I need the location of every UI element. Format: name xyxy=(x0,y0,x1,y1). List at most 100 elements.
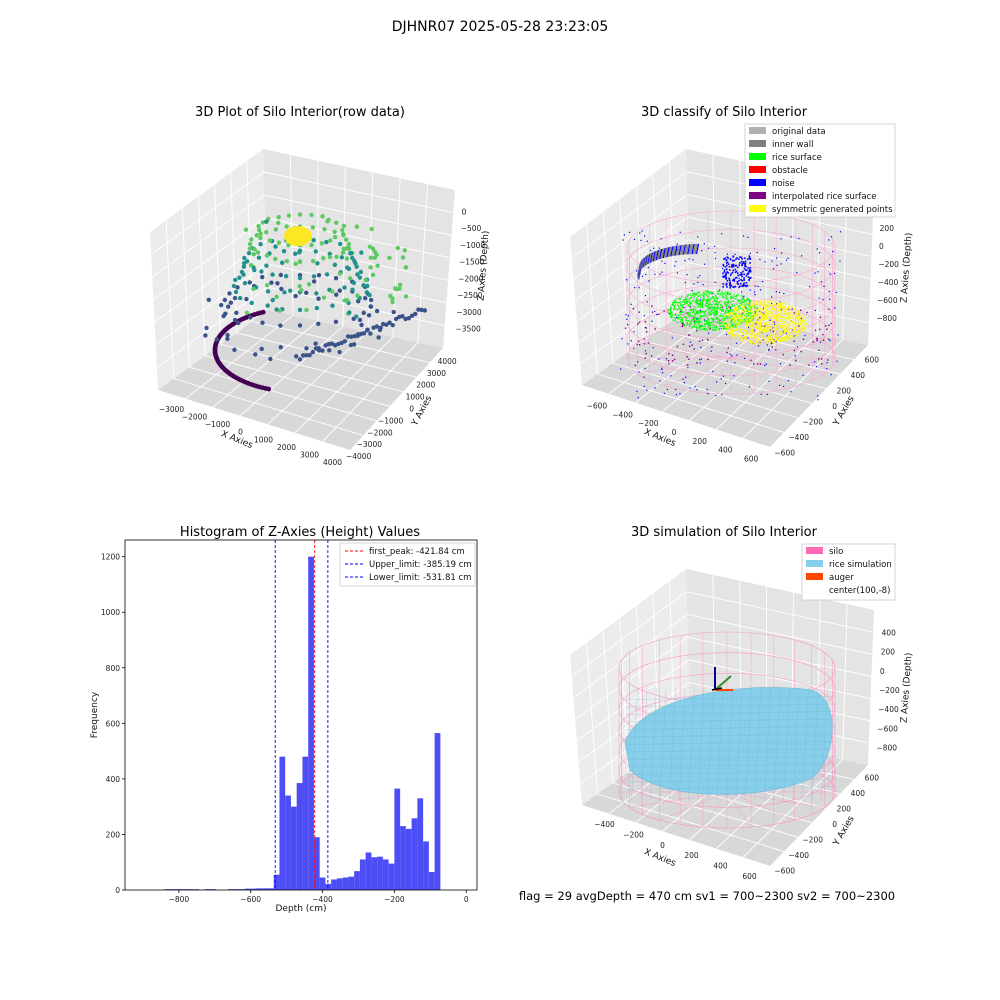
classify-rice-point xyxy=(692,311,694,314)
classify-generated-point xyxy=(749,333,752,336)
classify-noise-point xyxy=(776,257,778,259)
raw-z-tick-label: 0 xyxy=(462,207,467,216)
classify-noise-point xyxy=(734,253,736,256)
raw-data-point xyxy=(355,272,360,277)
classify-interpolated-point xyxy=(827,359,829,361)
classify-generated-point xyxy=(782,326,784,329)
classify-generated-point xyxy=(765,310,767,312)
classify-generated-point xyxy=(769,339,771,341)
classify-generated-point xyxy=(740,307,743,310)
classify-legend-label: obstacle xyxy=(772,166,808,176)
classify-generated-point xyxy=(774,332,776,334)
classify-rice-point xyxy=(725,301,728,303)
classify-noise-point xyxy=(729,279,731,282)
classify-generated-point xyxy=(745,332,747,335)
classify-generated-point xyxy=(729,318,731,320)
classify-generated-point xyxy=(797,320,799,323)
classify-generated-point xyxy=(783,326,785,328)
classify-noise-point xyxy=(741,273,743,275)
histogram-y-tick-label: 800 xyxy=(106,664,121,673)
classify-noise-point xyxy=(830,322,832,325)
classify-generated-point xyxy=(767,336,769,338)
grid-line xyxy=(265,240,449,281)
classify-rice-point xyxy=(719,294,721,296)
histogram-y-tick-label: 200 xyxy=(106,830,121,839)
classify-rice-point xyxy=(722,325,725,328)
classify-generated-point xyxy=(750,319,753,321)
simulation-z-tick-label: −800 xyxy=(876,743,897,752)
classify-x-tick-label: −600 xyxy=(587,401,608,410)
simulation-rice-mesh-line xyxy=(625,771,837,775)
histogram-x-tick-label: −200 xyxy=(384,895,405,904)
classify-rice-point xyxy=(714,321,716,323)
histogram-bar xyxy=(382,859,389,890)
classify-generated-point xyxy=(728,330,731,332)
classify-noise-point xyxy=(774,323,776,325)
classify-generated-point xyxy=(772,313,774,315)
classify-rice-point xyxy=(685,317,687,319)
classify-inner-wall-point xyxy=(688,244,692,255)
raw-data-point xyxy=(214,337,220,342)
classify-rice-point xyxy=(670,314,672,316)
classify-noise-point xyxy=(818,252,821,254)
classify-interpolated-point xyxy=(686,312,688,314)
classify-noise-point xyxy=(743,277,745,279)
classify-noise-point xyxy=(794,355,796,357)
classify-generated-point xyxy=(736,313,739,315)
simulation-z-tick-label: −600 xyxy=(877,724,898,733)
classify-rice-point xyxy=(740,321,743,324)
classify-rice-point xyxy=(738,319,740,321)
grid-line xyxy=(687,216,872,257)
classify-generated-point xyxy=(776,304,779,306)
raw-data-point xyxy=(237,275,242,280)
classify-generated-point xyxy=(757,302,759,305)
classify-noise-point xyxy=(643,315,645,317)
raw-y-tick-label: −4000 xyxy=(346,452,372,461)
classify-y-tick-label: 200 xyxy=(837,387,852,396)
classify-rice-point xyxy=(702,300,704,302)
classify-rice-point xyxy=(693,322,696,325)
classify-generated-point xyxy=(783,309,785,311)
classify-generated-point xyxy=(766,305,768,308)
classify-noise-point xyxy=(707,332,710,334)
classify-generated-point xyxy=(727,314,729,317)
classify-rice-point xyxy=(703,291,705,294)
classify-rice-point xyxy=(701,311,703,313)
raw-data-point xyxy=(355,293,360,298)
classify-rice-point xyxy=(694,314,696,316)
grid-line xyxy=(212,320,319,408)
simulation-z-tick-label: 200 xyxy=(881,648,896,657)
classify-noise-point xyxy=(727,257,729,259)
raw-data-point xyxy=(264,229,269,235)
raw-data-point xyxy=(330,289,335,294)
classify-rice-point xyxy=(713,318,716,320)
grid-line xyxy=(597,793,785,853)
classify-rice-point xyxy=(730,322,733,325)
classify-rice-point xyxy=(748,304,751,307)
classify-noise-point xyxy=(627,343,629,345)
simulation-rice-mesh-line xyxy=(735,687,743,801)
raw-data-point xyxy=(340,250,346,255)
raw-data-point xyxy=(365,328,370,333)
classify-noise-point xyxy=(766,344,768,346)
classify-rice-point xyxy=(699,325,701,328)
classify-rice-point xyxy=(693,308,695,311)
classify-noise-point xyxy=(776,264,778,266)
classify-generated-point xyxy=(791,320,794,323)
grid-line xyxy=(220,343,404,393)
classify-generated-point xyxy=(745,310,747,312)
raw-data-point xyxy=(286,242,291,248)
classify-generated-point xyxy=(755,327,757,330)
classify-rice-point xyxy=(726,311,729,313)
histogram-x-ticks: −800 −600 −400 −200 0 xyxy=(169,890,469,904)
classify-generated-point xyxy=(751,302,753,304)
classify-rice-point xyxy=(713,307,716,309)
classify-noise-point xyxy=(728,277,730,279)
classify-generated-point xyxy=(776,307,778,309)
classify-generated-point xyxy=(788,320,791,322)
classify-grid xyxy=(571,154,874,439)
classify-noise-point xyxy=(651,320,653,322)
classify-interpolated-point xyxy=(667,360,670,362)
classify-rice-point xyxy=(723,319,725,321)
